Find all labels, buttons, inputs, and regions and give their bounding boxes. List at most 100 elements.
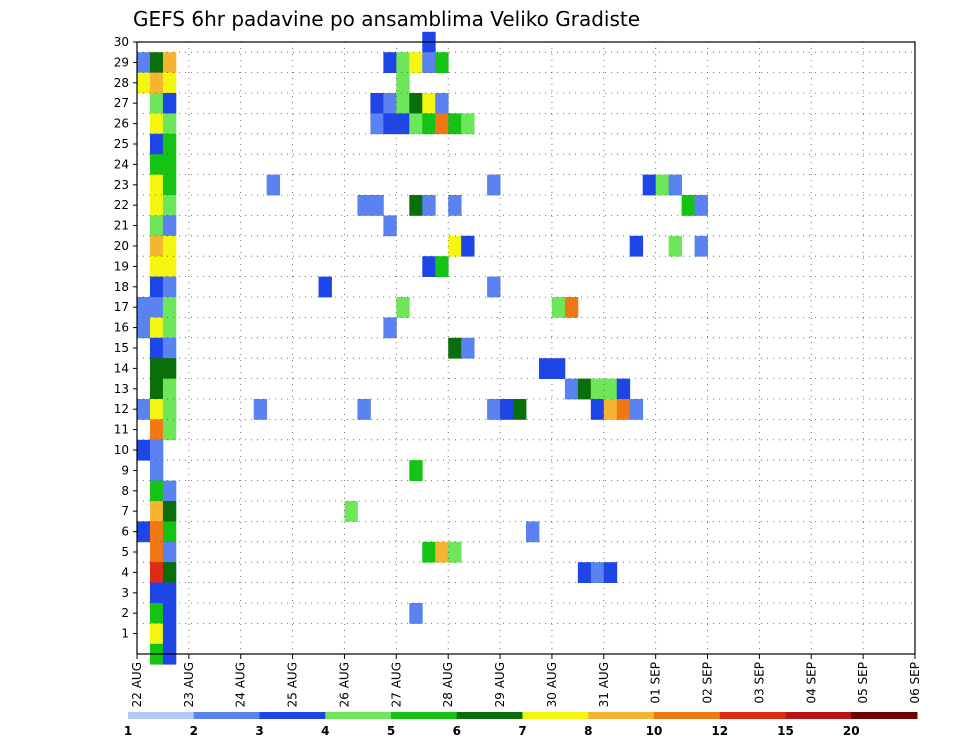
x-tick-label: 24 AUG <box>234 662 248 707</box>
heatmap-cell <box>162 419 177 441</box>
heatmap-cell <box>370 195 384 216</box>
colorbar-label: 6 <box>453 724 461 738</box>
heatmap-cell <box>422 256 436 277</box>
heatmap-cell <box>149 541 164 563</box>
heatmap-cell <box>149 358 164 379</box>
heatmap-cell <box>487 399 501 420</box>
colorbar-swatch <box>851 712 918 719</box>
heatmap-cells <box>137 31 708 665</box>
heatmap-cell <box>149 521 164 543</box>
heatmap-cell <box>162 297 177 318</box>
y-tick-label: 2 <box>121 606 129 620</box>
y-tick-label: 9 <box>121 463 129 477</box>
y-tick-label: 18 <box>114 280 129 294</box>
colorbar-label: 3 <box>255 724 263 738</box>
colorbar-swatch <box>785 712 852 719</box>
heatmap-cell <box>551 358 566 379</box>
heatmap-cell <box>149 297 164 318</box>
heatmap-cell <box>137 399 151 420</box>
heatmap-cell <box>162 72 177 94</box>
heatmap-cell <box>616 378 631 400</box>
heatmap-cell <box>370 113 384 135</box>
heatmap-cell <box>590 399 605 420</box>
y-tick-label: 30 <box>114 35 129 49</box>
heatmap-cell <box>461 337 475 359</box>
heatmap-cell <box>694 195 708 216</box>
heatmap-cell <box>526 521 540 543</box>
heatmap-cell <box>137 521 151 543</box>
heatmap-cell <box>162 195 177 216</box>
heatmap-cell <box>448 541 462 563</box>
heatmap-cell <box>149 582 164 604</box>
heatmap-cell <box>162 52 177 73</box>
y-tick-label: 24 <box>114 157 129 171</box>
y-tick-label: 6 <box>121 525 129 539</box>
colorbar-swatch <box>325 712 392 719</box>
y-tick-label: 21 <box>114 219 129 233</box>
y-tick-label: 15 <box>114 341 129 355</box>
heatmap-cell <box>149 317 164 339</box>
heatmap-cell <box>149 562 164 583</box>
y-tick-label: 20 <box>114 239 129 253</box>
colorbar-swatch <box>719 712 786 719</box>
x-tick-label: 27 AUG <box>389 662 403 707</box>
y-tick-label: 13 <box>114 382 129 396</box>
heatmap-cell <box>266 174 281 196</box>
heatmap-cell <box>149 501 164 522</box>
heatmap-cell <box>162 256 177 277</box>
colorbar-swatch <box>588 712 655 719</box>
x-tick-label: 05 SEP <box>856 662 870 704</box>
heatmap-cell <box>149 93 164 114</box>
heatmap-cell <box>162 521 177 543</box>
heatmap-cell <box>422 52 436 73</box>
heatmap-cell <box>448 235 462 257</box>
heatmap-cell <box>344 501 358 522</box>
x-tick-label: 23 AUG <box>182 662 196 707</box>
heatmap-cell <box>149 195 164 216</box>
y-tick-label: 16 <box>114 321 129 335</box>
x-tick-label: 31 AUG <box>597 662 611 707</box>
y-tick-label: 14 <box>114 361 129 375</box>
x-tick-label: 04 SEP <box>804 662 818 704</box>
heatmap-cell <box>435 256 449 277</box>
heatmap-cell <box>162 113 177 135</box>
heatmap-cell <box>137 297 151 318</box>
heatmap-cell <box>409 460 423 481</box>
y-tick-label: 17 <box>114 300 129 314</box>
heatmap-cell <box>487 174 501 196</box>
heatmap-cell <box>149 480 164 502</box>
heatmap-cell <box>149 337 164 359</box>
heatmap-cell <box>396 52 410 73</box>
heatmap-cell <box>149 399 164 420</box>
x-tick-label: 06 SEP <box>908 662 922 704</box>
heatmap-cell <box>149 603 164 624</box>
y-tick-label: 29 <box>114 55 129 69</box>
heatmap-cell <box>422 541 436 563</box>
heatmap-cell <box>149 215 164 237</box>
y-tick-label: 8 <box>121 484 129 498</box>
heatmap-cell <box>694 235 708 257</box>
colorbar-label: 15 <box>777 724 794 738</box>
y-tick-label: 19 <box>114 259 129 273</box>
heatmap-cell <box>422 93 436 114</box>
heatmap-cell <box>162 93 177 114</box>
y-tick-label: 1 <box>121 627 129 641</box>
heatmap-cell <box>681 195 695 216</box>
colorbar-swatch <box>522 712 589 719</box>
heatmap-cell <box>422 113 436 135</box>
y-tick-label: 7 <box>121 504 129 518</box>
heatmap-cell <box>396 113 410 135</box>
colorbar: 1 2 3 4 5 6 7 8 10 12 15 20 <box>124 712 918 738</box>
heatmap-cell <box>409 195 423 216</box>
heatmap-cell <box>149 378 164 400</box>
heatmap-cell <box>577 562 592 583</box>
x-tick-label: 26 AUG <box>337 662 351 707</box>
plot-frame <box>136 41 916 655</box>
heatmap-cell <box>137 52 151 73</box>
heatmap-cell <box>162 501 177 522</box>
heatmap-cell <box>603 562 618 583</box>
heatmap-cell <box>253 399 268 420</box>
colorbar-label: 5 <box>387 724 395 738</box>
y-tick-label: 28 <box>114 76 129 90</box>
heatmap-cell <box>564 297 579 318</box>
